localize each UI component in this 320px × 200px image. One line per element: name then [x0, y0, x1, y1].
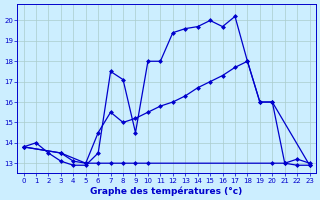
- X-axis label: Graphe des températures (°c): Graphe des températures (°c): [91, 186, 243, 196]
